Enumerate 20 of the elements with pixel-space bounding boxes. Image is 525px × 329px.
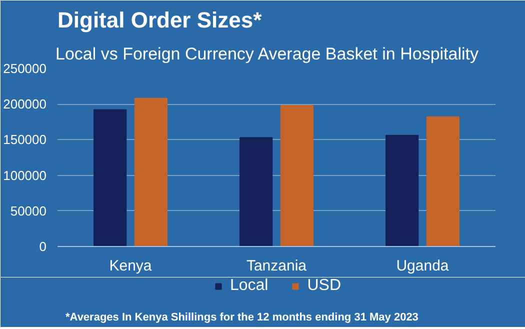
y-tick-label: 200000 — [3, 96, 47, 112]
legend-label: USD — [307, 277, 342, 295]
bar — [386, 134, 419, 246]
y-tick-label: 100000 — [3, 168, 47, 183]
bar — [280, 105, 314, 246]
y-tick-label: 0 — [39, 239, 47, 254]
text: *Averages In Kenya Shillings for the 12 months ending 31 May 2023 — [66, 312, 418, 324]
x-tick-label: Uganda — [396, 258, 450, 274]
y-tick-label: 50000 — [10, 203, 47, 218]
legend-label: Local — [230, 277, 268, 295]
x-tick-label: Tanzania — [246, 258, 308, 274]
bar — [240, 137, 273, 246]
bar — [426, 116, 460, 246]
chart-subtitle: Local vs Foreign Currency Average Basket in Hospitality — [56, 44, 479, 64]
chart-title: Digital Order Sizes* — [58, 8, 262, 32]
x-tick-label: Kenya — [109, 258, 152, 274]
bar — [134, 98, 168, 246]
bar — [94, 109, 127, 246]
y-tick-label: 250000 — [3, 61, 47, 76]
y-tick-label: 150000 — [3, 132, 47, 148]
